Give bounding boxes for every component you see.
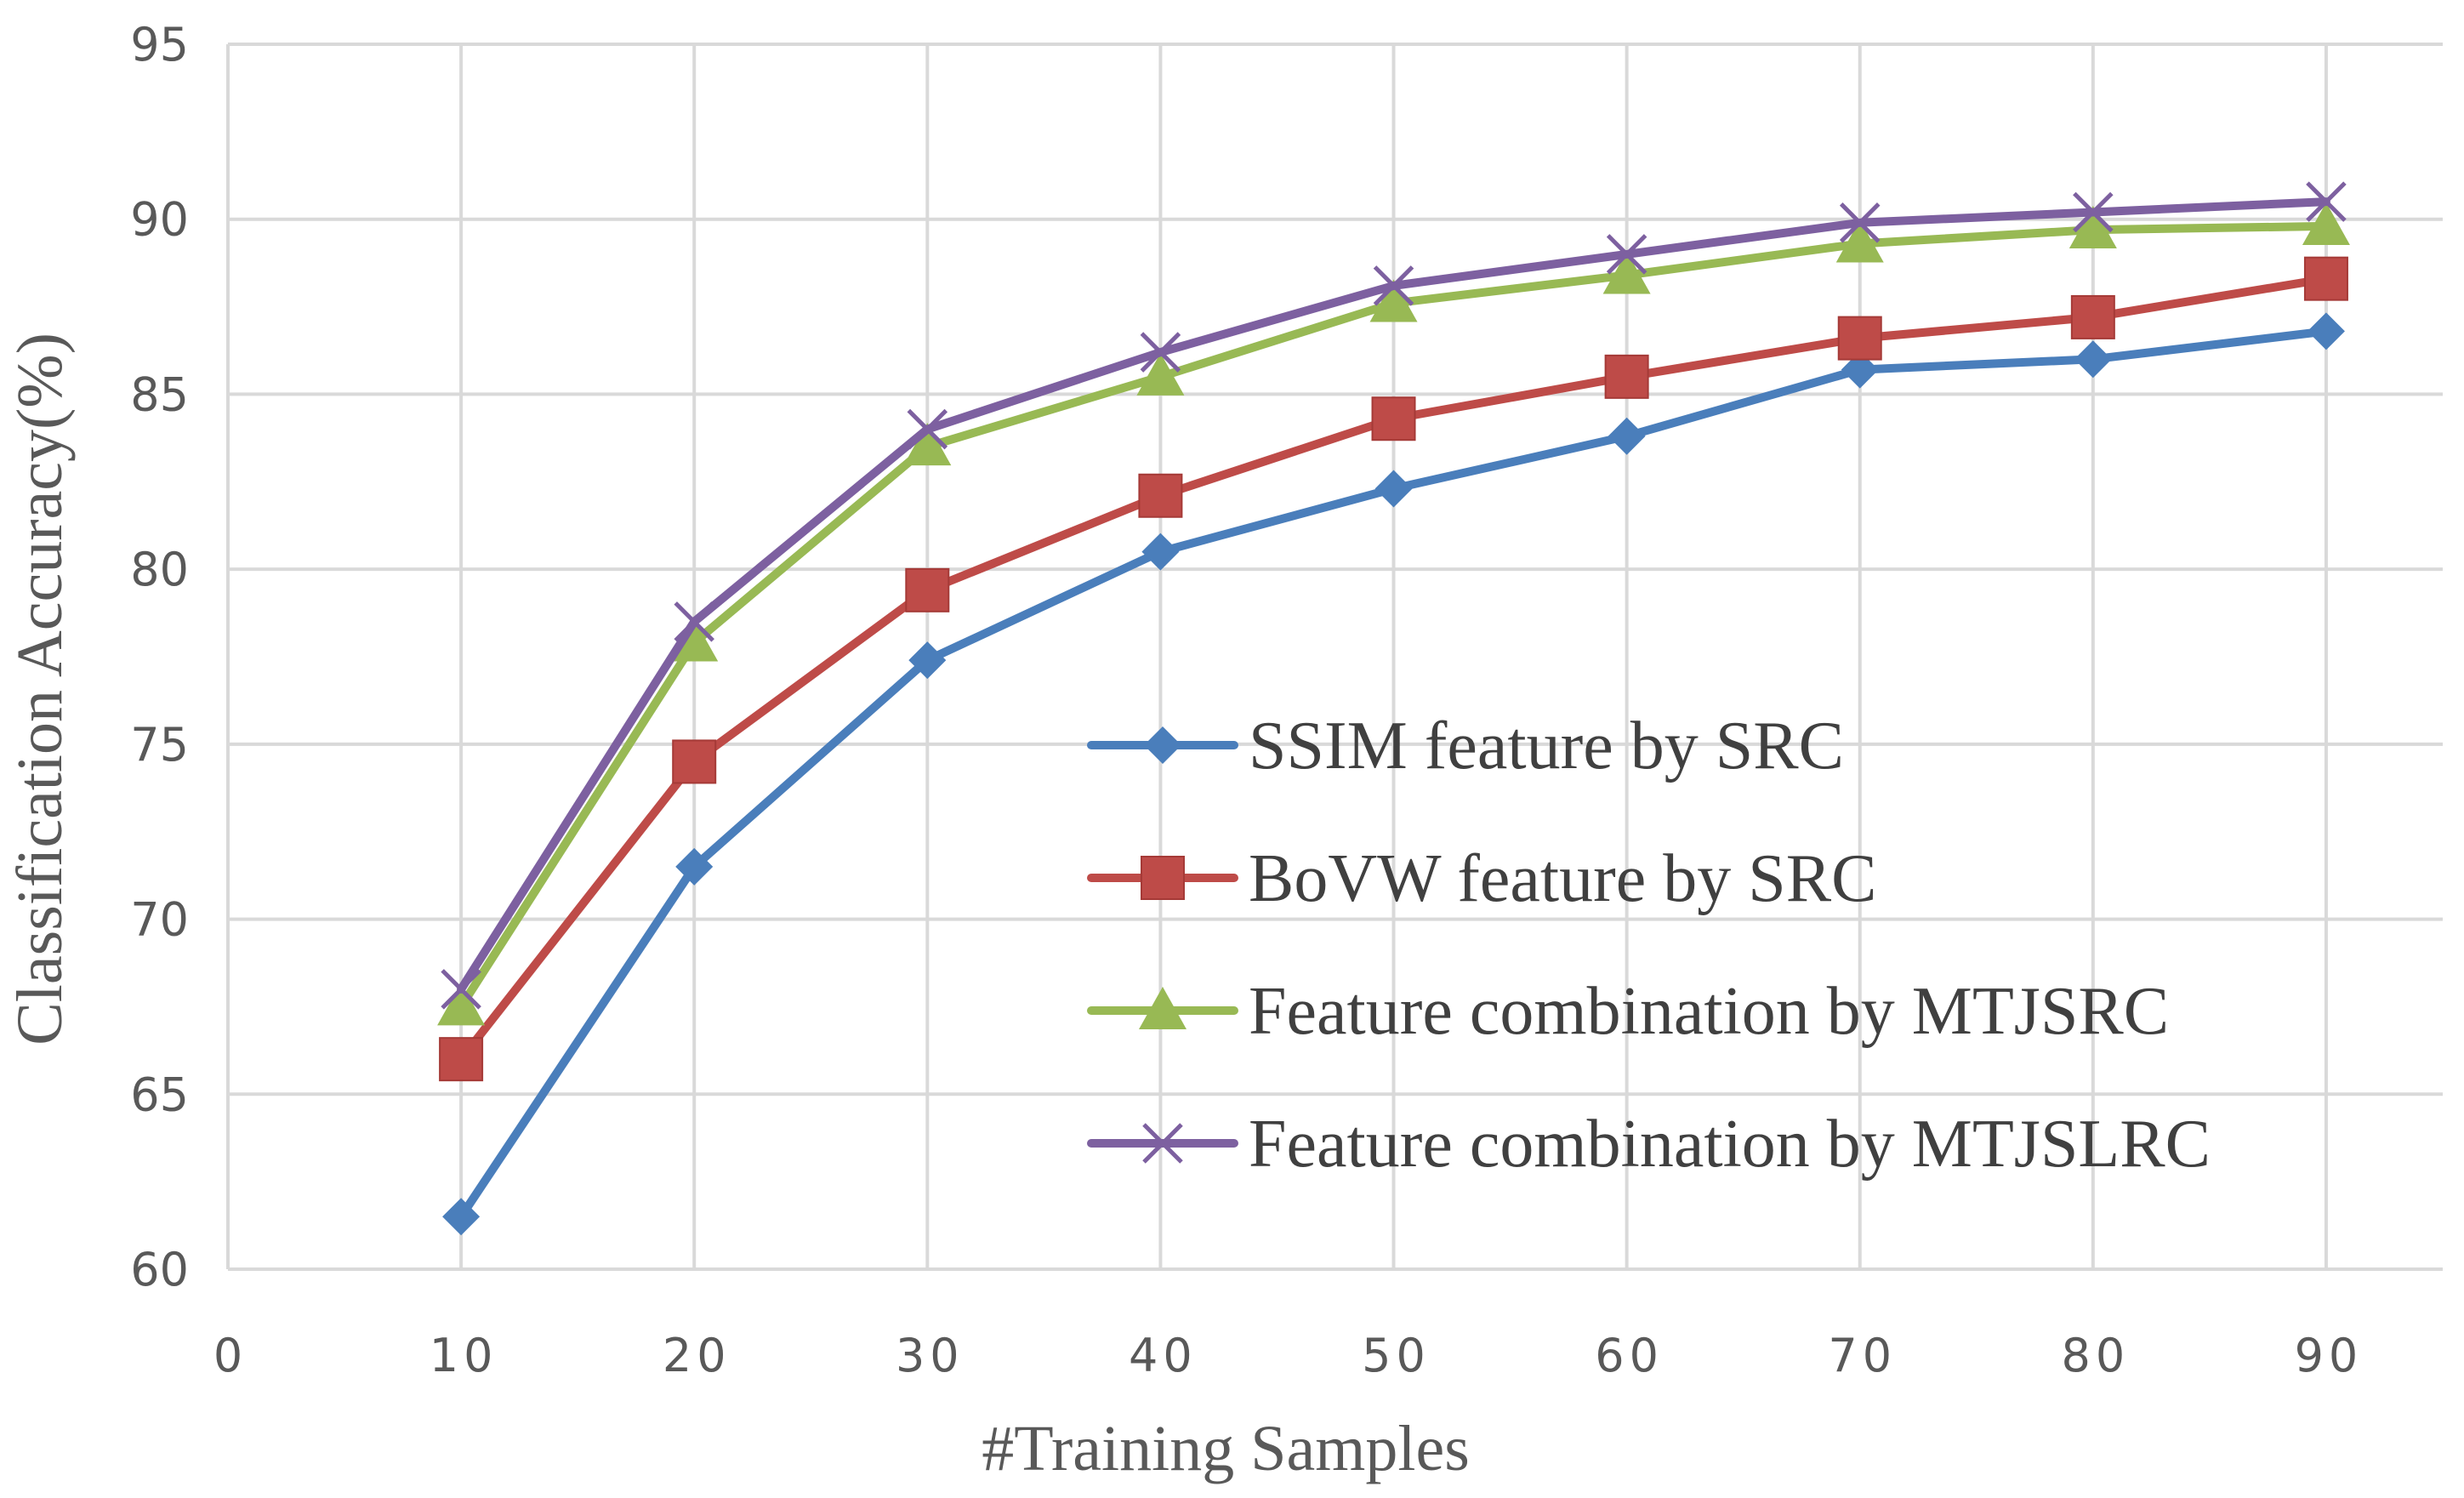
data-point [670,618,719,662]
legend-label: Feature combination by MTJSRC [1249,974,2169,1049]
data-point [1374,470,1413,508]
series-1 [442,312,2345,1236]
y-tick-label: 95 [130,18,189,71]
y-tick-label: 85 [130,367,189,421]
legend-label: SSIM feature by SRC [1249,709,1844,783]
x-tick-label: 60 [1595,1329,1664,1382]
marker-stroke [1606,234,1647,275]
y-axis-title: Classification Accuracy(%) [4,333,76,1045]
data-point [2302,202,2350,245]
data-point [905,567,950,612]
marker-stroke [1373,265,1414,306]
marker-stroke [1839,202,1881,243]
data-point [1373,265,1414,306]
data-point [2074,340,2112,379]
y-tick-label: 80 [130,543,189,596]
x-axis-title: #Training Samples [982,1413,1470,1484]
marker-stroke [1140,332,1181,373]
marker-stroke [674,601,714,642]
data-point [1837,316,1882,361]
data-point [1138,473,1183,518]
data-point [2069,206,2117,249]
data-point [2306,181,2347,222]
series-2 [439,256,2348,1082]
y-tick-label: 90 [130,193,189,247]
data-point [675,847,714,886]
y-axis-ticks: 60 65 70 75 80 85 90 95 [130,18,189,1296]
data-point [1606,234,1647,275]
legend-marker [1144,726,1181,764]
legend: SSIM feature by SRC BoVW feature by SRC Fe… [1087,709,2211,1182]
legend-label: Feature combination by MTJSLRC [1249,1107,2211,1182]
y-tick-label: 75 [130,718,189,772]
y-tick-label: 65 [130,1068,189,1121]
data-point [1141,533,1180,571]
series-3 [437,202,2350,1026]
legend-marker [1142,1123,1183,1164]
legend-label: BoVW feature by SRC [1249,841,1876,916]
data-point [907,408,948,450]
marker-stroke [1142,1123,1183,1164]
x-tick-label: 0 [213,1329,248,1382]
data-point [903,423,952,466]
x-tick-label: 50 [1362,1329,1431,1382]
x-tick-label: 10 [430,1329,498,1382]
data-point [442,1198,481,1236]
x-tick-label: 30 [896,1329,965,1382]
x-tick-label: 20 [663,1329,731,1382]
data-point [1369,279,1418,322]
x-tick-label: 90 [2295,1329,2364,1382]
legend-item: Feature combination by MTJSLRC [1087,1107,2211,1182]
data-point [1841,350,1879,389]
x-tick-label: 70 [1828,1329,1897,1382]
data-point [441,969,481,1010]
y-tick-label: 70 [130,893,189,947]
x-tick-label: 40 [1129,1329,1198,1382]
data-point [2073,191,2114,233]
data-point [439,1037,484,1082]
data-point [2303,256,2348,301]
data-point [1602,251,1651,294]
series-4 [441,181,2347,1010]
data-point [1604,354,1649,399]
data-point [674,601,714,642]
data-point [1839,202,1881,243]
data-point [1371,396,1416,441]
y-tick-label: 60 [130,1243,189,1296]
data-point [2070,294,2115,339]
marker-stroke [2073,191,2114,233]
marker-stroke [907,408,948,450]
legend-item: Feature combination by MTJSRC [1087,974,2169,1049]
data-point [437,983,486,1026]
series-layer [437,181,2350,1236]
data-point [2307,312,2345,350]
data-point [672,739,717,784]
data-point [1140,332,1181,373]
data-point [908,641,947,680]
legend-item: BoVW feature by SRC [1087,841,1876,916]
legend-item: SSIM feature by SRC [1087,709,1844,783]
x-axis-ticks: 0 10 20 30 40 50 60 70 80 90 [213,1329,2364,1382]
legend-marker [1139,987,1186,1029]
data-point [1608,417,1646,455]
marker-stroke [441,969,481,1010]
data-point [1835,219,1884,263]
data-point [1136,352,1185,396]
marker-stroke [2306,181,2347,222]
legend-marker [1141,856,1185,900]
grid [226,43,2443,1271]
x-tick-label: 80 [2061,1329,2130,1382]
